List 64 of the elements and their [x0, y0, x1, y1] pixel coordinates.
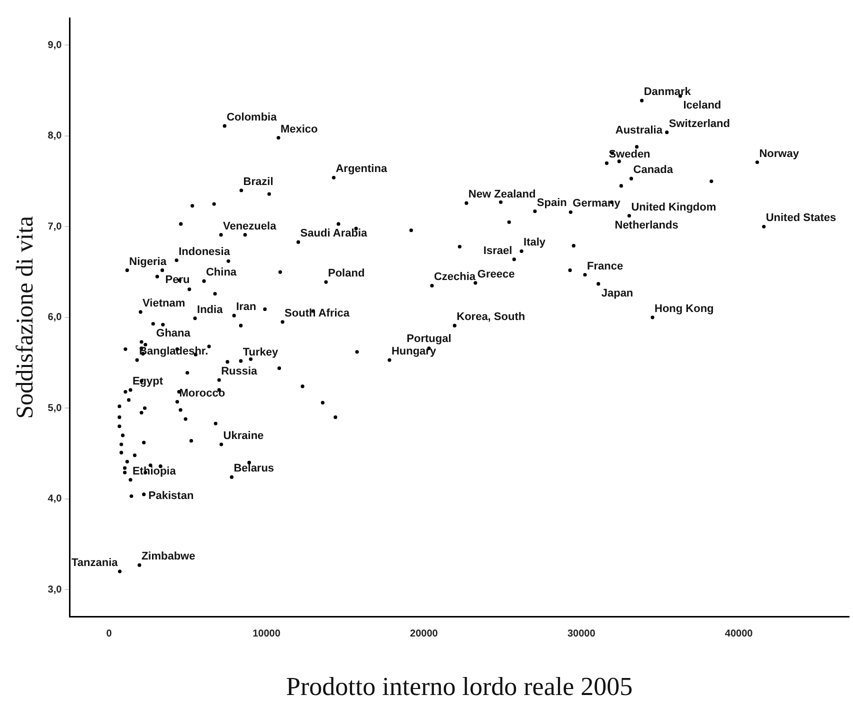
x-axis-title: Prodotto interno lordo reale 2005: [286, 672, 633, 702]
y-tick-label: 9,0: [48, 40, 62, 51]
x-tick-label: 30000: [567, 628, 596, 640]
annotation: Pakistan: [148, 490, 194, 502]
annotation: Norway: [759, 148, 800, 160]
annotation: Russia: [221, 366, 258, 378]
y-tick-label: 3,0: [48, 584, 62, 596]
annotation: Netherlands: [614, 220, 678, 232]
y-tick-label: 8,0: [48, 130, 62, 142]
annotation: Bangladeshr.: [139, 346, 208, 358]
annotation: Japan: [601, 287, 634, 300]
annotation: China: [206, 266, 238, 279]
annotation: Ghana: [156, 327, 192, 340]
annotation: United Kingdom: [631, 201, 716, 214]
annotation: Australia: [615, 124, 664, 137]
annotation: Ethiopia: [132, 465, 177, 478]
annotation: Danmark: [644, 86, 692, 98]
annotation: Nigeria: [129, 256, 168, 268]
annotation: Ukraine: [223, 430, 264, 442]
annotation: Iceland: [683, 100, 722, 112]
annotation: Iran: [236, 301, 257, 314]
y-axis-title: Soddisfazione di vita: [12, 216, 39, 419]
annotation: Saudi Arabia: [300, 228, 368, 240]
annotation: Peru: [165, 274, 190, 286]
annotation: India: [197, 304, 224, 316]
annotation: Sweden: [608, 148, 651, 161]
annotation: Indonesia: [178, 246, 231, 258]
annotation: Zimbabwe: [141, 550, 196, 563]
annotation: Switzerland: [668, 118, 730, 130]
annotation: Germany: [572, 198, 622, 210]
annotation: South Africa: [284, 307, 350, 320]
x-tick-label: 0: [106, 628, 112, 640]
x-tick-label: 40000: [724, 628, 754, 640]
annotation: Brazil: [243, 176, 274, 188]
annotation: Poland: [328, 268, 365, 280]
annotation: Hungary: [391, 346, 437, 358]
annotation: Canada: [633, 164, 674, 176]
y-tick-label: 4,0: [48, 494, 62, 505]
annotation: Colombia: [226, 111, 278, 124]
annotation: Portugal: [406, 332, 452, 345]
annotation: Venezuela: [222, 220, 278, 232]
annotation: Argentina: [336, 163, 388, 176]
annotation: Italy: [524, 236, 546, 249]
annotation: Vietnam: [142, 297, 186, 310]
annotation: Hong Kong: [654, 302, 714, 315]
annotation: Greece: [477, 268, 515, 280]
annotation: Morocco: [179, 387, 226, 400]
annotation: Spain: [536, 196, 568, 209]
annotation: Mexico: [280, 123, 318, 136]
x-tick-label: 10000: [252, 628, 281, 640]
annotation: Korea, South: [456, 311, 526, 324]
x-tick-label: 20000: [410, 628, 438, 640]
annotation: France: [586, 260, 624, 272]
y-tick-label: 6,0: [48, 312, 62, 324]
y-tick-label: 7,0: [48, 221, 62, 232]
y-tick-label: 5,0: [48, 402, 62, 414]
annotation: Israel: [483, 244, 512, 257]
annotation: Tanzania: [72, 556, 119, 569]
annotation: Turkey: [242, 346, 279, 358]
annotation: United States: [766, 212, 836, 224]
annotation: Egypt: [132, 376, 164, 388]
annotation: New Zealand: [468, 188, 536, 201]
annotation: Belarus: [234, 462, 274, 475]
annotation: Czechia: [434, 271, 476, 284]
